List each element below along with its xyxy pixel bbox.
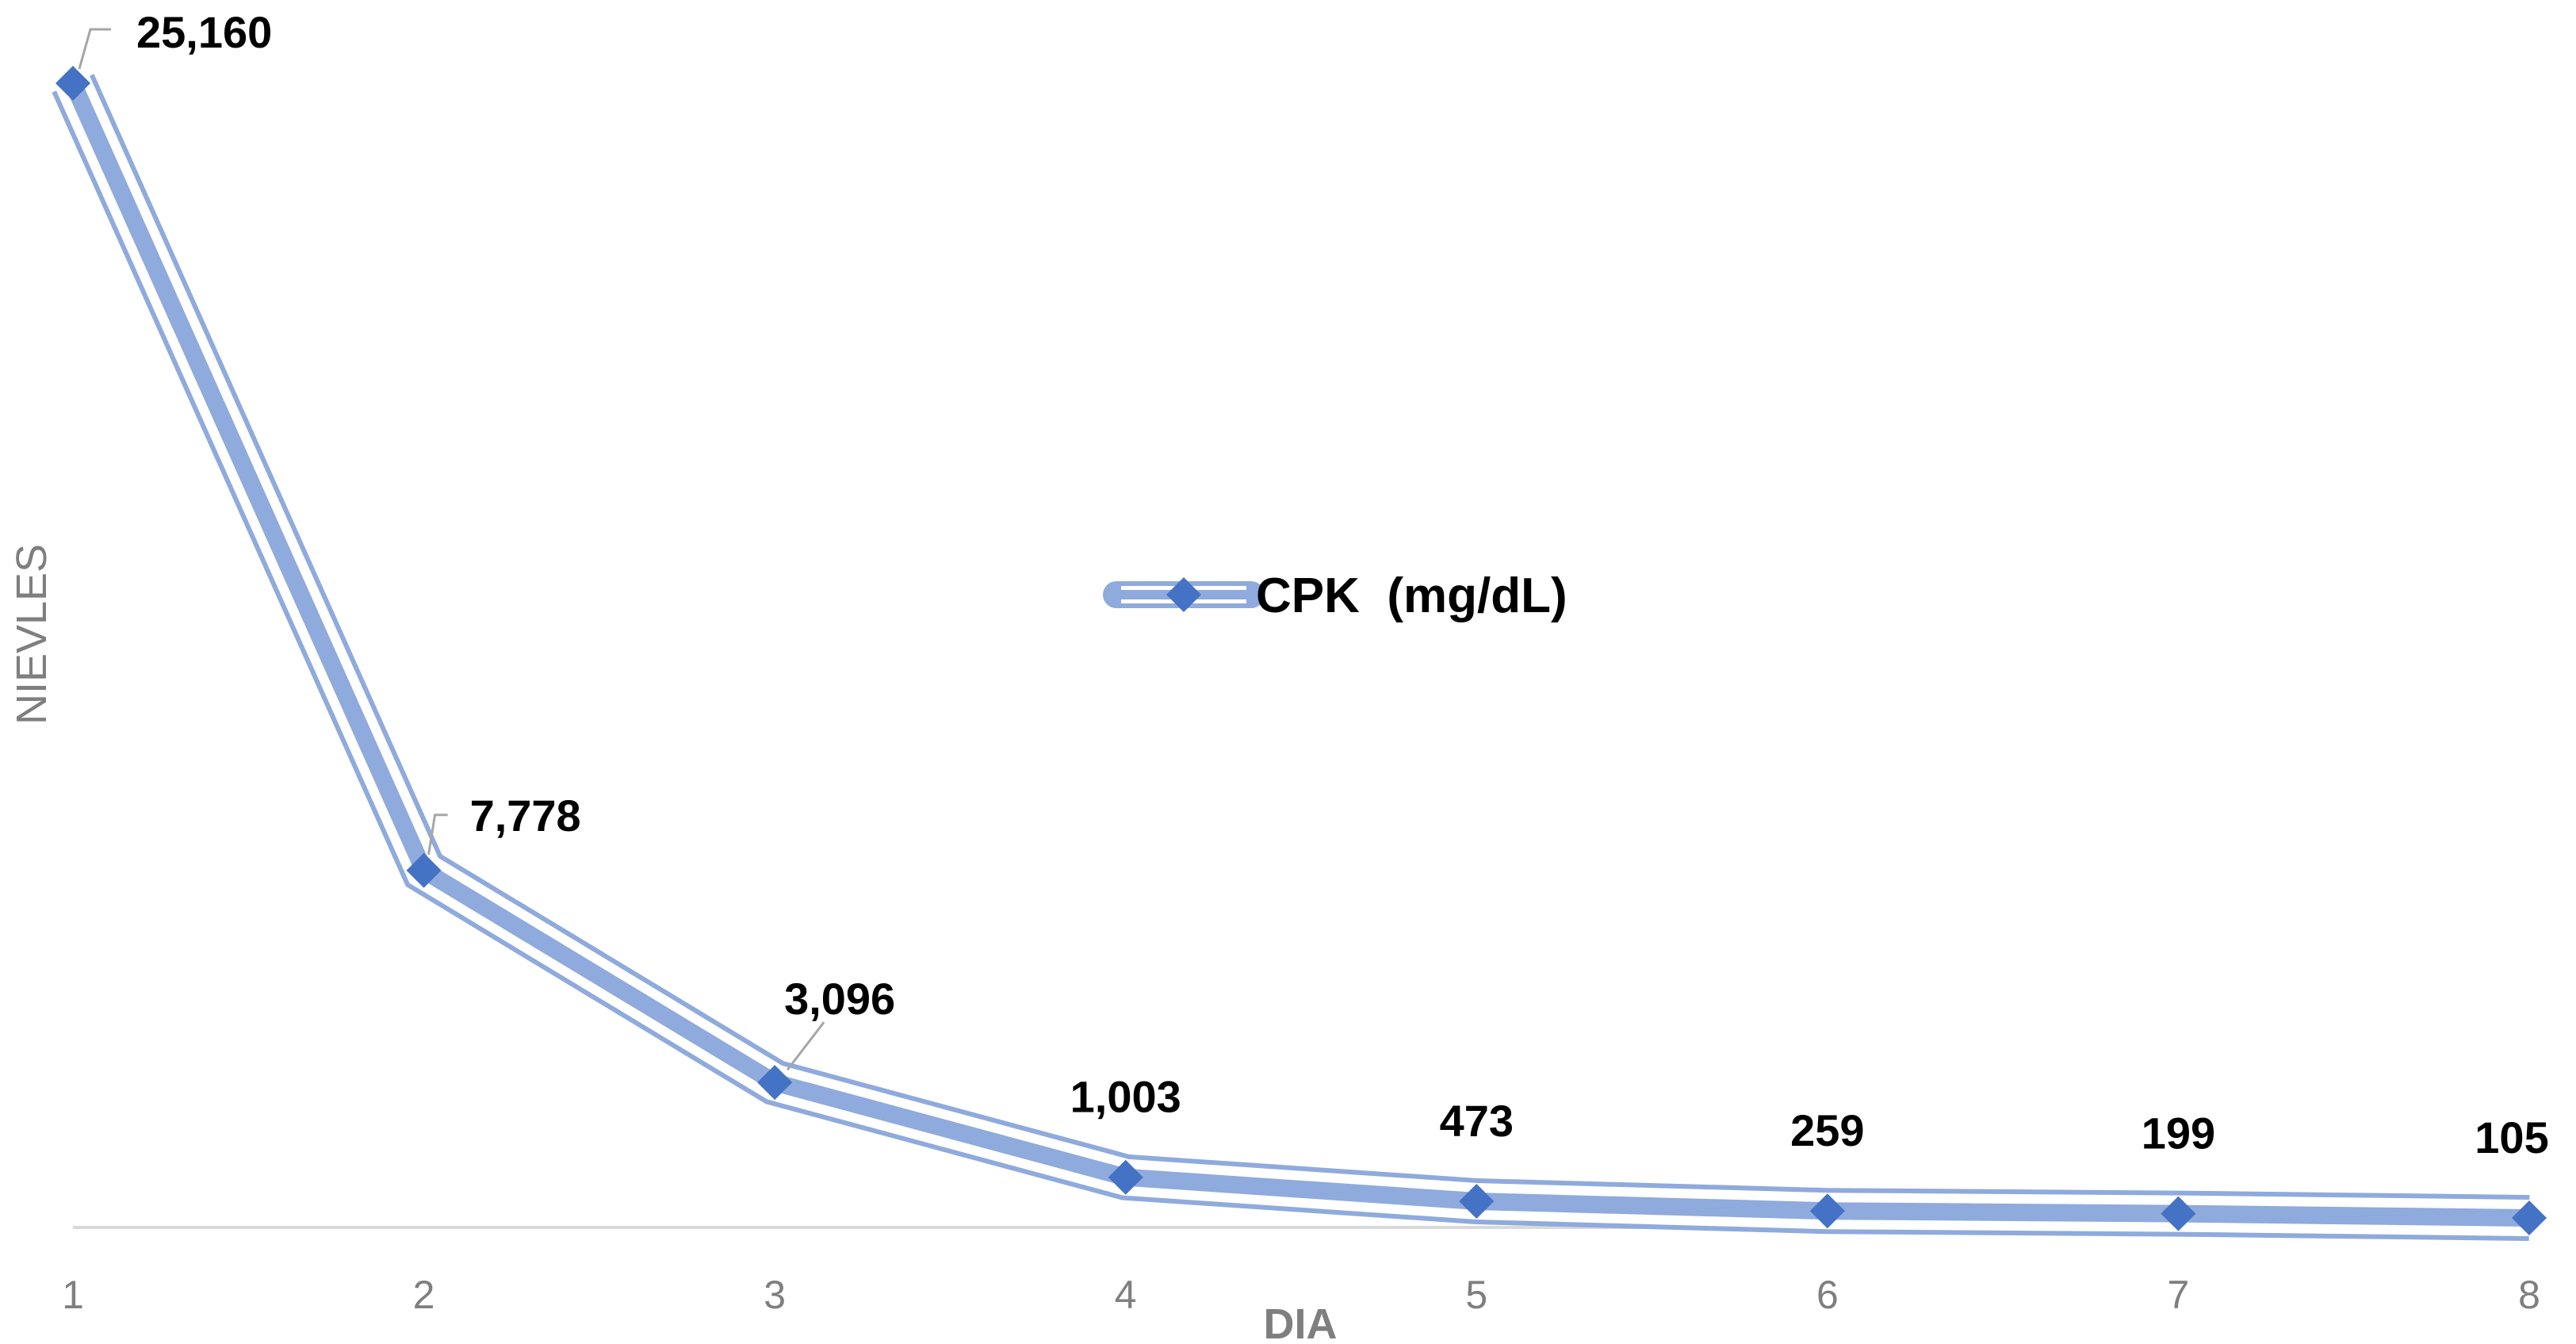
legend-label: CPK (mg/dL)	[1256, 569, 1567, 623]
x-tick-label-5: 5	[1465, 1273, 1487, 1317]
data-point-5	[1459, 1183, 1495, 1219]
leader-line-1	[78, 28, 111, 70]
data-label-4: 1,003	[1070, 1072, 1181, 1122]
x-tick-label-6: 6	[1816, 1273, 1839, 1317]
data-point-4	[1108, 1159, 1143, 1195]
legend: CPK (mg/dL)	[1103, 569, 1567, 623]
y-axis-title: NIEVLES	[8, 544, 56, 725]
legend-marker	[1166, 577, 1201, 612]
data-label-3: 3,096	[784, 974, 895, 1024]
x-axis-title: DIA	[1264, 1300, 1338, 1344]
series-line	[64, 79, 2530, 1227]
series-markers	[56, 66, 2547, 1236]
leader-line-2	[427, 814, 448, 855]
data-label-6: 259	[1790, 1105, 1864, 1155]
data-point-1	[56, 66, 90, 101]
x-tick-label-3: 3	[764, 1273, 786, 1317]
series-band-outer	[52, 74, 2530, 1241]
series-band	[52, 74, 2530, 1241]
data-label-8: 105	[2475, 1112, 2548, 1162]
data-point-7	[2161, 1196, 2196, 1231]
x-tick-label-1: 1	[62, 1273, 84, 1317]
x-tick-label-4: 4	[1115, 1273, 1137, 1317]
data-point-6	[1809, 1193, 1845, 1229]
x-tick-labels: 1 2 3 4 5 6 7 8	[62, 1273, 2540, 1317]
data-label-1: 25,160	[136, 7, 272, 57]
data-label-leaders	[78, 28, 825, 1071]
x-tick-label-8: 8	[2518, 1273, 2540, 1317]
leader-line-3	[786, 1021, 825, 1071]
data-label-7: 199	[2142, 1109, 2215, 1158]
x-tick-label-7: 7	[2168, 1273, 2190, 1317]
data-point-3	[757, 1065, 793, 1101]
data-label-5: 473	[1440, 1096, 1514, 1146]
series-band-gap	[56, 75, 2530, 1236]
data-label-2: 7,778	[470, 791, 581, 840]
data-point-8	[2512, 1200, 2547, 1236]
x-tick-label-2: 2	[413, 1273, 435, 1317]
data-labels: 25,160 7,778 3,096 1,003 473 259 199 105	[136, 7, 2549, 1162]
data-point-2	[406, 852, 442, 888]
